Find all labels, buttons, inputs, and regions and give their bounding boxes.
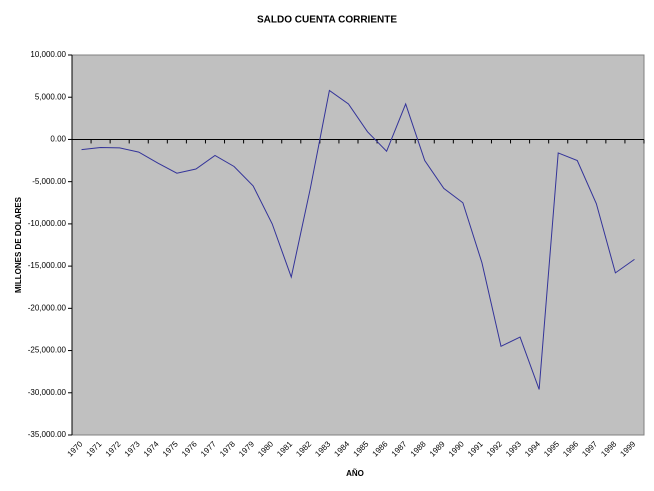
x-tick-label: 1989: [428, 439, 447, 458]
x-tick-label: 1975: [161, 439, 180, 458]
x-tick-label: 1980: [256, 439, 275, 458]
x-tick-label: 1978: [218, 439, 237, 458]
y-tick-label: 0.00: [50, 135, 66, 144]
x-tick-label: 1987: [390, 439, 409, 458]
x-tick-label: 1974: [142, 439, 161, 458]
x-tick-label: 1976: [180, 439, 199, 458]
x-tick-label: 1994: [523, 439, 542, 458]
x-tick-label: 1983: [313, 439, 332, 458]
x-tick-label: 1979: [237, 439, 256, 458]
y-tick-label: 5,000.00: [35, 92, 67, 101]
x-tick-label: 1970: [65, 439, 84, 458]
x-tick-label: 1973: [123, 439, 142, 458]
x-tick-label: 1990: [447, 439, 466, 458]
x-tick-label: 1981: [275, 439, 294, 458]
y-tick-label: -10,000.00: [28, 219, 67, 228]
x-tick-label: 1995: [542, 439, 561, 458]
series-line: [81, 89, 635, 390]
x-axis-title: AÑO: [346, 469, 364, 478]
x-tick-label: 1997: [580, 439, 599, 458]
x-tick-label: 1999: [618, 439, 637, 458]
y-tick-label: -35,000.00: [28, 430, 67, 439]
x-tick-label: 1998: [599, 439, 618, 458]
chart-title: SALDO CUENTA CORRIENTE: [257, 15, 397, 26]
y-axis-title: MILLONES DE DOLARES: [14, 196, 23, 293]
x-tick-label: 1972: [104, 439, 123, 458]
plot-area: [71, 54, 645, 436]
x-tick-label: 1982: [294, 439, 313, 458]
x-tick-label: 1977: [199, 439, 218, 458]
x-tick-label: 1991: [466, 439, 485, 458]
y-tick-label: -20,000.00: [28, 303, 67, 312]
x-tick-label: 1984: [332, 439, 351, 458]
y-tick-label: -30,000.00: [28, 388, 67, 397]
y-tick-label: -25,000.00: [28, 346, 67, 355]
x-tick-label: 1996: [561, 439, 580, 458]
x-tick-label: 1988: [409, 439, 428, 458]
x-tick-label: 1992: [485, 439, 504, 458]
y-tick-label: 10,000.00: [30, 50, 66, 59]
x-tick-label: 1986: [371, 439, 390, 458]
x-tick-label: 1993: [504, 439, 523, 458]
y-tick-label: -5,000.00: [32, 177, 66, 186]
x-tick-label: 1971: [85, 439, 104, 458]
y-tick-label: -15,000.00: [28, 261, 67, 270]
x-tick-label: 1985: [351, 439, 370, 458]
